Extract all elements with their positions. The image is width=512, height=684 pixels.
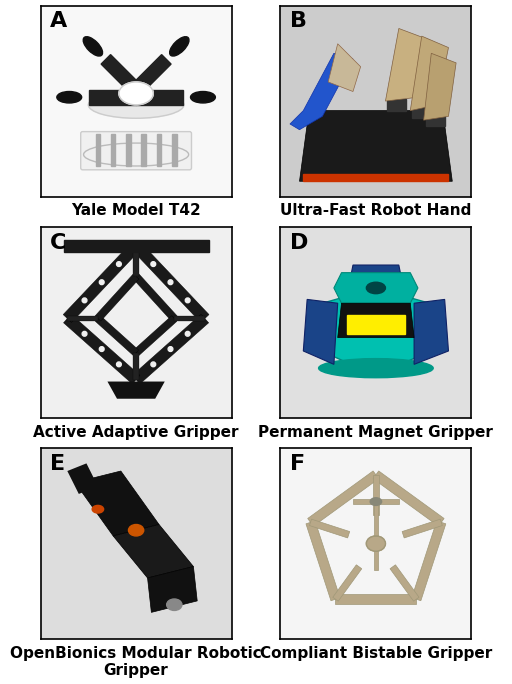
Polygon shape [95,316,139,356]
Bar [303,174,449,181]
Polygon shape [308,471,379,526]
Ellipse shape [151,262,156,267]
Ellipse shape [367,282,386,293]
X-axis label: Permanent Magnet Gripper: Permanent Magnet Gripper [259,425,494,440]
Ellipse shape [318,358,433,378]
Polygon shape [410,36,449,111]
Text: C: C [50,233,67,252]
FancyArrow shape [136,90,183,105]
Ellipse shape [190,92,216,103]
Bar [388,99,407,111]
Bar [141,133,146,166]
Polygon shape [132,242,209,322]
Polygon shape [75,471,159,536]
Polygon shape [374,501,378,536]
X-axis label: Ultra-Fast Robot Hand: Ultra-Fast Robot Hand [280,204,472,218]
Bar [63,240,209,252]
Bar [347,315,404,334]
Bar [96,133,100,166]
Polygon shape [147,566,197,612]
X-axis label: OpenBionics Modular Robotic
Gripper: OpenBionics Modular Robotic Gripper [10,646,262,679]
Ellipse shape [367,536,386,551]
Ellipse shape [117,262,121,267]
Polygon shape [113,525,194,578]
Polygon shape [402,519,442,538]
Polygon shape [133,353,139,380]
Text: A: A [50,11,68,31]
Ellipse shape [89,92,184,118]
Polygon shape [333,565,362,601]
Polygon shape [412,521,446,601]
Polygon shape [300,111,452,181]
Polygon shape [95,274,139,321]
Ellipse shape [370,498,381,505]
Ellipse shape [83,143,188,166]
Bar [172,133,177,166]
Ellipse shape [57,92,82,103]
Polygon shape [338,303,414,338]
FancyArrow shape [89,90,136,105]
Polygon shape [390,565,419,601]
Ellipse shape [92,505,103,513]
Polygon shape [373,475,379,515]
Polygon shape [290,53,353,130]
Ellipse shape [168,347,173,352]
Polygon shape [63,242,140,322]
Bar [412,107,431,118]
Bar [425,114,444,126]
Polygon shape [309,519,350,538]
Polygon shape [335,594,416,604]
Bar [157,133,161,166]
Text: F: F [290,453,305,474]
X-axis label: Active Adaptive Gripper: Active Adaptive Gripper [33,425,239,440]
Ellipse shape [167,599,182,610]
Polygon shape [347,265,404,293]
Ellipse shape [185,298,190,303]
Polygon shape [309,288,443,376]
X-axis label: Compliant Bistable Gripper: Compliant Bistable Gripper [260,646,492,661]
Ellipse shape [151,362,156,367]
Ellipse shape [83,37,102,56]
Bar [111,133,116,166]
Ellipse shape [169,37,189,56]
Polygon shape [303,300,338,365]
Ellipse shape [129,525,144,536]
Polygon shape [133,246,139,276]
Polygon shape [328,44,360,92]
Polygon shape [334,273,418,303]
FancyArrow shape [101,55,141,94]
Polygon shape [423,53,456,120]
Polygon shape [108,382,165,399]
Polygon shape [132,314,209,384]
Polygon shape [63,314,140,384]
FancyBboxPatch shape [81,131,191,170]
Polygon shape [373,471,444,526]
Polygon shape [414,300,449,365]
Polygon shape [386,29,430,101]
X-axis label: Yale Model T42: Yale Model T42 [71,204,201,218]
Polygon shape [306,521,340,601]
Text: B: B [290,11,307,31]
Polygon shape [133,274,177,321]
Text: E: E [50,453,65,474]
Ellipse shape [82,332,87,336]
Polygon shape [134,316,177,356]
Text: D: D [290,233,308,252]
FancyArrow shape [132,55,171,94]
Ellipse shape [168,280,173,285]
Ellipse shape [99,347,104,352]
Polygon shape [374,551,378,570]
Polygon shape [68,315,98,321]
Ellipse shape [117,362,121,367]
Bar [126,133,131,166]
Ellipse shape [185,332,190,336]
Ellipse shape [99,280,104,285]
Polygon shape [68,463,98,494]
Ellipse shape [119,82,153,105]
Polygon shape [174,315,205,321]
Ellipse shape [82,298,87,303]
Polygon shape [353,499,399,504]
